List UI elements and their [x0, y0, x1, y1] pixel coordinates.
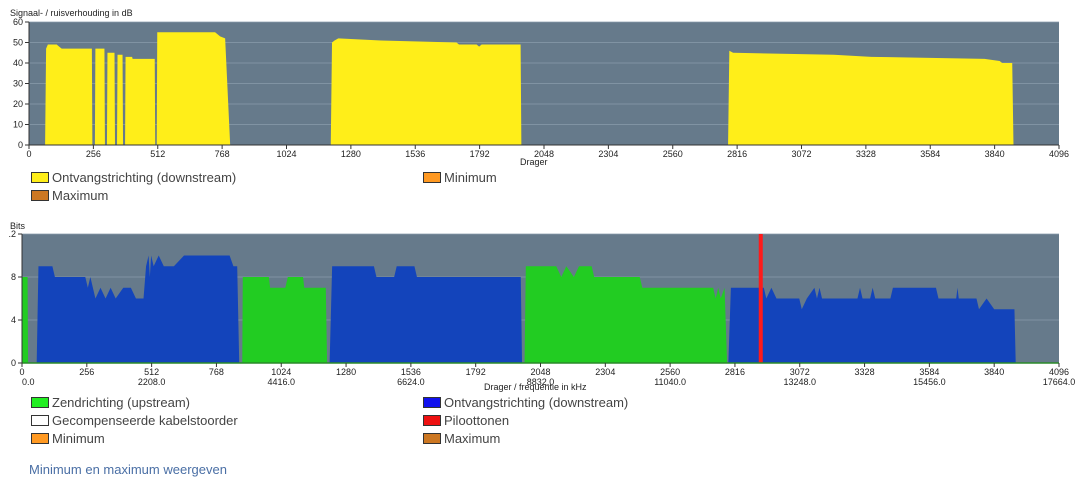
legend-label: Minimum	[52, 430, 105, 446]
x-freq-tick-label: 17664.0	[1043, 377, 1076, 387]
x-tick-label: 2560	[660, 367, 680, 377]
legend-bits-downstream: Ontvangstrichting (downstream)	[423, 394, 628, 410]
legend-label: Ontvangstrichting (downstream)	[52, 169, 237, 185]
x-freq-tick-label: 6624.0	[397, 377, 425, 387]
bits-chart-title: Bits	[10, 221, 26, 231]
x-tick-label: 4096	[1049, 149, 1069, 159]
x-tick-label: 1280	[341, 149, 361, 159]
x-tick-label: 3584	[919, 367, 939, 377]
legend-swatch-downstream	[423, 396, 441, 408]
y-tick-label: 30	[13, 79, 23, 89]
x-tick-label: 1792	[466, 367, 486, 377]
x-tick-label: 1024	[276, 149, 296, 159]
legend-label: Piloottonen	[444, 412, 510, 428]
legend-swatch-cable-fault	[31, 414, 49, 426]
x-tick-label: 2560	[663, 149, 683, 159]
x-tick-label: 3328	[856, 149, 876, 159]
legend-label: Maximum	[52, 187, 109, 203]
x-tick-label: 2048	[530, 367, 550, 377]
downstream-area	[728, 287, 1016, 363]
x-tick-label: 3840	[985, 149, 1005, 159]
x-tick-label: 1280	[336, 367, 356, 377]
legend-swatch-downstream	[31, 171, 49, 183]
x-freq-tick-label: 15456.0	[913, 377, 946, 387]
legend-swatch-maximum	[31, 189, 49, 201]
x-tick-label: 2304	[595, 367, 615, 377]
upstream-area	[524, 266, 728, 363]
legend-snr-downstream: Ontvangstrichting (downstream)	[31, 169, 236, 185]
y-tick-label: 50	[13, 38, 23, 48]
x-tick-label: 1536	[401, 367, 421, 377]
x-tick-label: 1792	[470, 149, 490, 159]
legend-label: Minimum	[444, 169, 497, 185]
x-tick-label: 768	[215, 149, 230, 159]
legend-bits-cable-fault: Gecompenseerde kabelstoorder	[31, 412, 238, 428]
x-tick-label: 1024	[271, 367, 291, 377]
legend-bits-minimum: Minimum	[31, 430, 105, 446]
x-freq-tick-label: 8832.0	[527, 377, 555, 387]
snr-xlabel: Drager	[520, 157, 548, 167]
x-tick-label: 512	[144, 367, 159, 377]
legend-label: Maximum	[444, 430, 501, 446]
x-tick-label: 2048	[534, 149, 554, 159]
snr-downstream-area	[45, 32, 1014, 145]
y-tick-label: 8	[11, 272, 16, 282]
upstream-area	[22, 277, 29, 363]
legend-swatch-maximum	[423, 432, 441, 444]
y-tick-label: 0	[18, 140, 23, 150]
x-freq-tick-label: 2208.0	[138, 377, 166, 387]
show-min-max-link[interactable]: Minimum en maximum weergeven	[29, 462, 227, 477]
legend-swatch-minimum	[31, 432, 49, 444]
downstream-area	[329, 266, 523, 363]
y-tick-label: .2	[8, 229, 16, 239]
legend-snr-minimum: Minimum	[423, 169, 497, 185]
bits-chart: 0 4 8 .2 256 512 768 1024 1280 1536 1792 2048 2304 25…	[8, 229, 1076, 387]
x-tick-label: 256	[79, 367, 94, 377]
snr-chart: 0 10 20 30 40 50 60 0 256 512 768 1024 1280 1536 1792 2…	[13, 17, 1069, 159]
y-tick-label: 10	[13, 120, 23, 130]
snr-chart-title: Signaal- / ruisverhouding in dB	[10, 8, 133, 18]
x-freq-tick-label: 4416.0	[267, 377, 295, 387]
x-tick-label: 3584	[920, 149, 940, 159]
y-tick-label: 4	[11, 315, 16, 325]
legend-label: Ontvangstrichting (downstream)	[444, 394, 629, 410]
x-freq-tick-label: 11040.0	[654, 377, 686, 387]
x-tick-label: 3328	[855, 367, 875, 377]
legend-swatch-minimum	[423, 171, 441, 183]
x-tick-label: 2816	[725, 367, 745, 377]
x-tick-label: 2304	[598, 149, 618, 159]
x-tick-label: 768	[209, 367, 224, 377]
legend-label: Gecompenseerde kabelstoorder	[52, 412, 238, 428]
legend-bits-maximum: Maximum	[423, 430, 500, 446]
legend-label: Zendrichting (upstream)	[52, 394, 190, 410]
y-tick-label: 20	[13, 99, 23, 109]
legend-swatch-pilot	[423, 414, 441, 426]
bits-xlabel: Drager / frequentie in kHz	[484, 382, 587, 392]
x-tick-label: 3072	[790, 367, 810, 377]
y-tick-label: 40	[13, 58, 23, 68]
x-tick-label: 1536	[405, 149, 425, 159]
upstream-area	[242, 277, 328, 363]
x-tick-label: 0	[19, 367, 24, 377]
legend-bits-upstream: Zendrichting (upstream)	[31, 394, 190, 410]
x-freq-tick-label: 13248.0	[783, 377, 816, 387]
downstream-area	[36, 255, 240, 363]
x-freq-tick-label: 0.0	[22, 377, 35, 387]
legend-swatch-upstream	[31, 396, 49, 408]
x-tick-label: 512	[150, 149, 165, 159]
x-tick-label: 0	[26, 149, 31, 159]
x-tick-label: 4096	[1049, 367, 1069, 377]
x-tick-label: 3840	[984, 367, 1004, 377]
legend-snr-maximum: Maximum	[31, 187, 108, 203]
x-tick-label: 256	[86, 149, 101, 159]
y-tick-label: 0	[11, 358, 16, 368]
y-tick-label: 60	[13, 17, 23, 27]
legend-bits-pilot: Piloottonen	[423, 412, 509, 428]
x-tick-label: 3072	[791, 149, 811, 159]
x-tick-label: 2816	[727, 149, 747, 159]
